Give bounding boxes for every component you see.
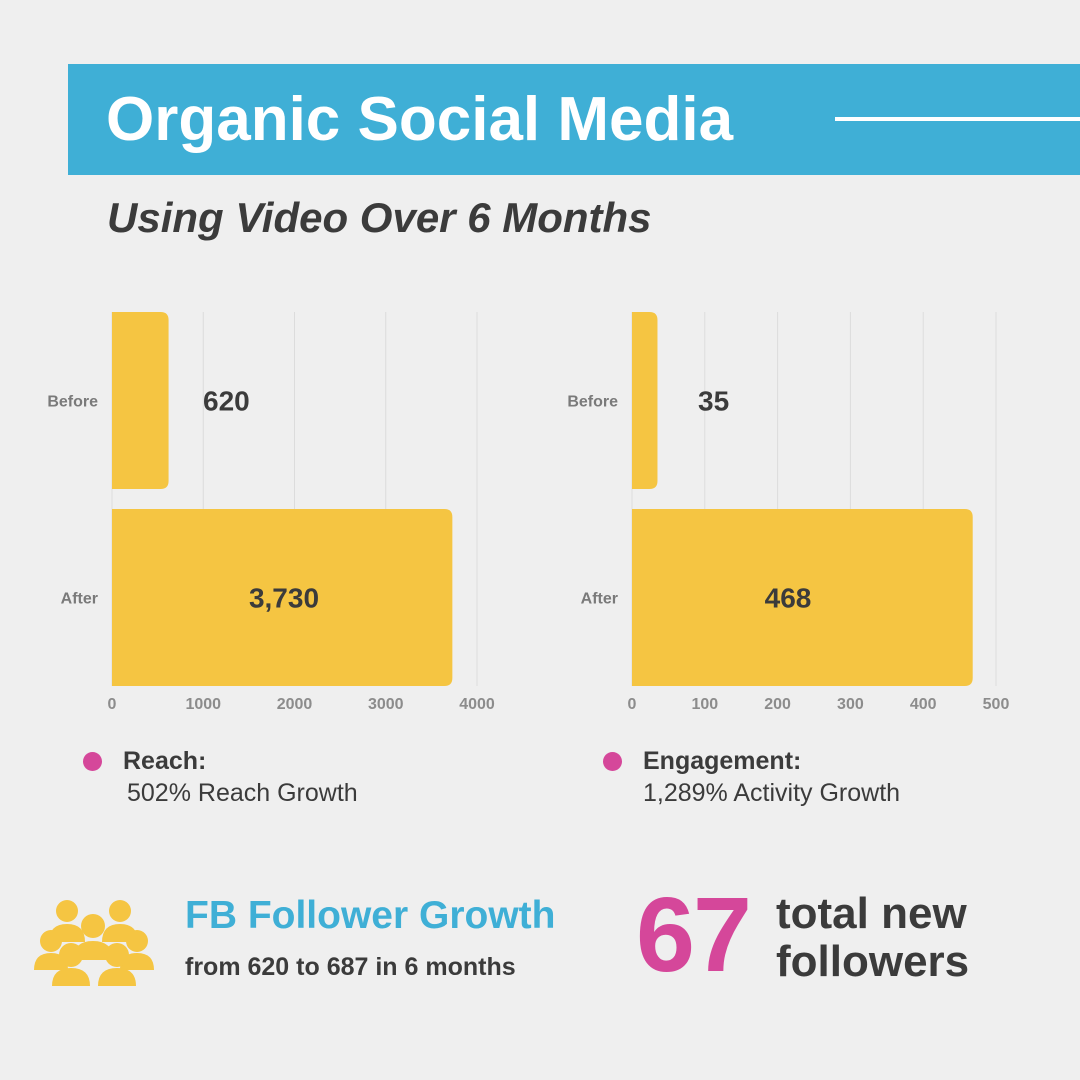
- reach-category-label: Before: [47, 394, 98, 411]
- engagement-data-label: 468: [765, 583, 812, 614]
- engagement-data-label: 35: [698, 386, 729, 417]
- engagement-tick-label: 300: [837, 696, 864, 713]
- engagement-tick-label: 100: [691, 696, 718, 713]
- total-followers-line1: total new: [776, 889, 967, 938]
- engagement-bar-after: [632, 509, 973, 686]
- reach-tick-label: 1000: [185, 696, 221, 713]
- engagement-legend-title: Engagement:: [643, 747, 802, 775]
- reach-tick-label: 2000: [277, 696, 313, 713]
- reach-tick-label: 4000: [459, 696, 495, 713]
- engagement-tick-label: 500: [983, 696, 1010, 713]
- reach-legend-title: Reach:: [123, 747, 207, 775]
- engagement-tick-label: 200: [764, 696, 791, 713]
- reach-bar-before: [112, 312, 169, 489]
- title-rule: [835, 117, 1080, 121]
- reach-legend-dot: [83, 752, 102, 771]
- engagement-tick-label: 400: [910, 696, 937, 713]
- follower-growth-title: FB Follower Growth: [185, 894, 556, 937]
- reach-tick-label: 0: [108, 696, 117, 713]
- total-followers-line2: followers: [776, 937, 970, 986]
- engagement-category-label: After: [581, 591, 618, 608]
- reach-legend-text: 502% Reach Growth: [127, 779, 358, 807]
- engagement-bar-before: [632, 312, 658, 489]
- reach-tick-label: 3000: [368, 696, 404, 713]
- title-banner: Organic Social Media: [68, 64, 1080, 175]
- engagement-legend-text: 1,289% Activity Growth: [643, 779, 901, 807]
- reach-category-label: After: [61, 591, 98, 608]
- page-subtitle: Using Video Over 6 Months: [107, 194, 652, 241]
- engagement-category-label: Before: [567, 394, 618, 411]
- follower-growth-subtitle: from 620 to 687 in 6 months: [185, 953, 516, 981]
- engagement-tick-label: 0: [628, 696, 637, 713]
- engagement-legend-dot: [603, 752, 622, 771]
- reach-data-label: 620: [203, 386, 250, 417]
- people-group-icon: [34, 900, 154, 986]
- reach-data-label: 3,730: [249, 583, 319, 614]
- total-followers-number: 67: [636, 876, 752, 994]
- page-title: Organic Social Media: [106, 85, 734, 154]
- reach-bar-after: [112, 509, 453, 686]
